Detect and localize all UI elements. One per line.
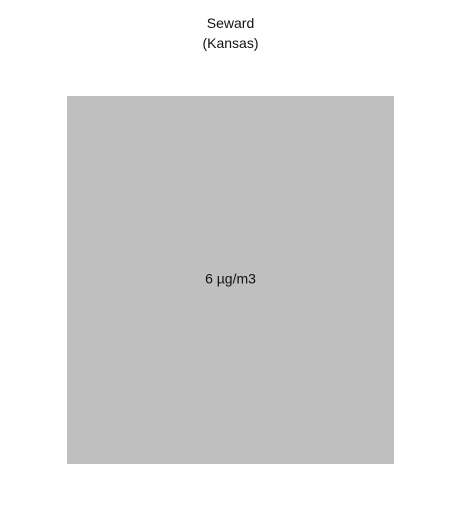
treemap-tile <box>67 96 394 464</box>
treemap-tile-label: 6 µg/m3 <box>205 271 256 287</box>
chart-title-block: Seward (Kansas) <box>0 13 461 53</box>
chart-title: Seward <box>206 15 255 31</box>
treemap-tiles: 6 µg/m3 <box>67 96 394 464</box>
chart-subtitle: (Kansas) <box>202 35 259 51</box>
